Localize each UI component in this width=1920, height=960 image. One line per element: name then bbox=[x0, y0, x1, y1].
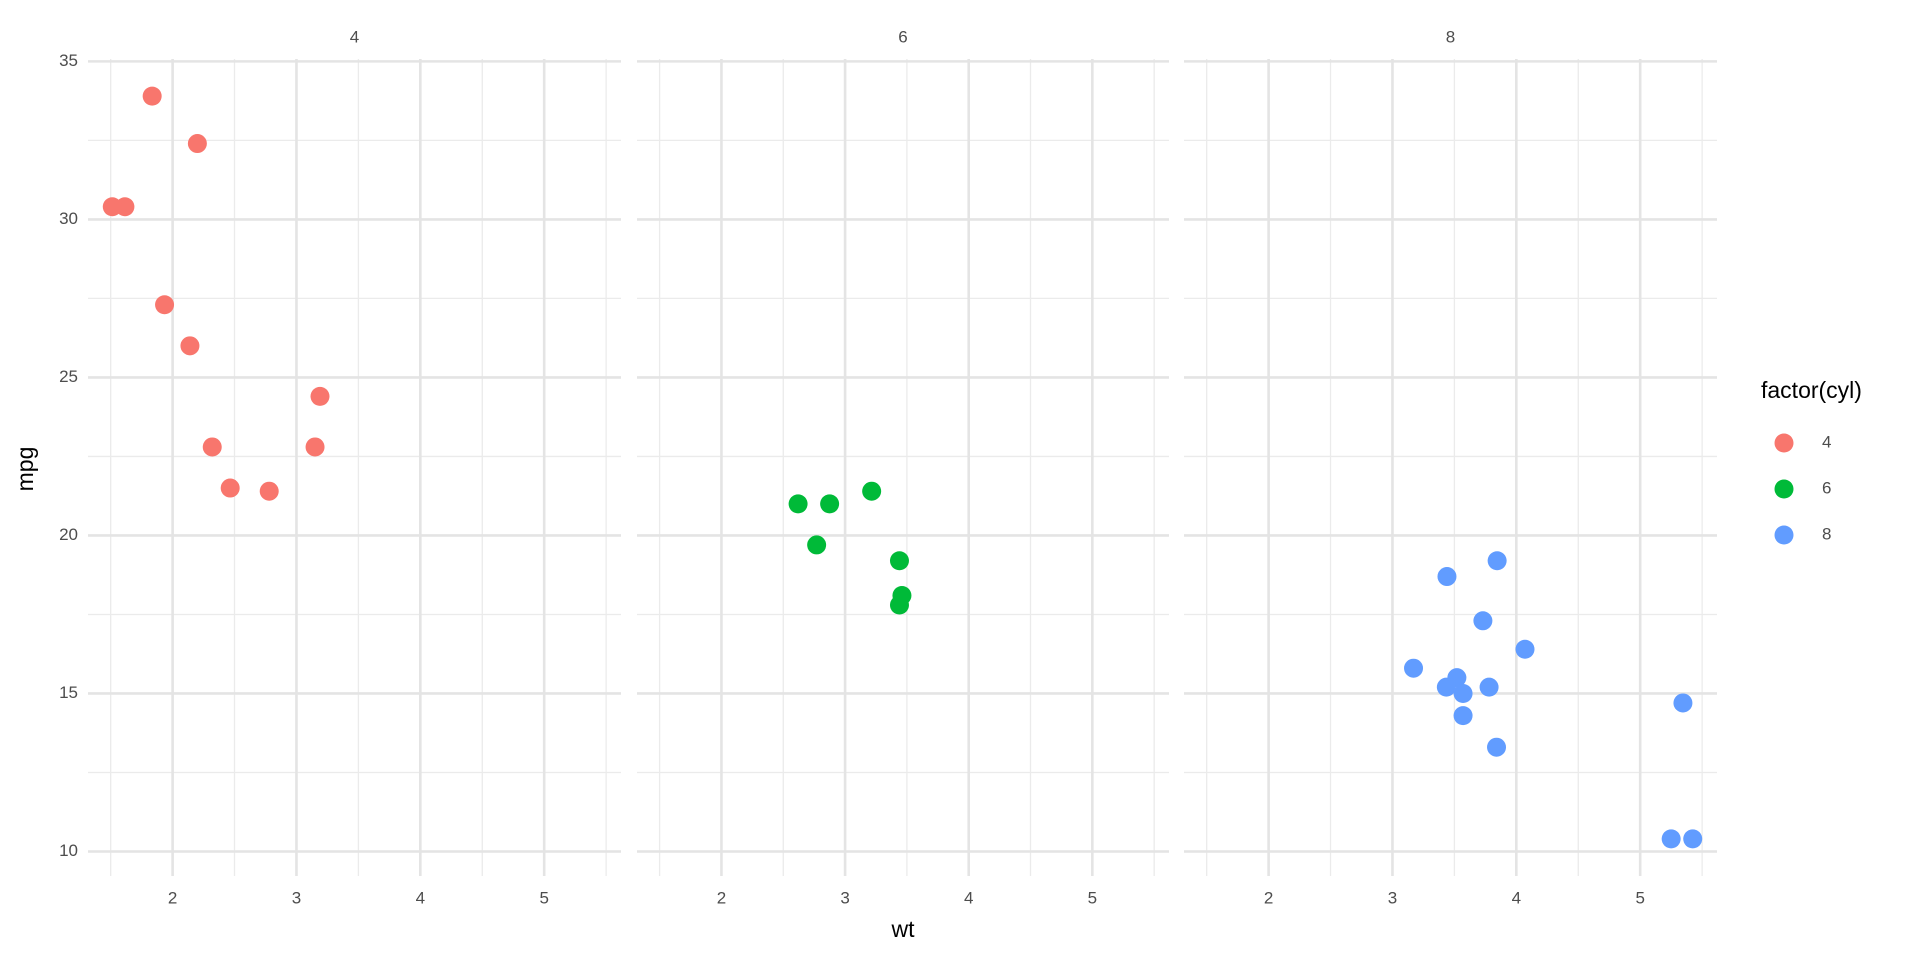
point bbox=[305, 437, 325, 457]
point bbox=[1453, 683, 1473, 703]
point bbox=[788, 494, 808, 514]
x-tick-label: 3 bbox=[1388, 888, 1397, 907]
legend-label: 6 bbox=[1822, 478, 1831, 497]
x-tick-label: 5 bbox=[1635, 888, 1644, 907]
x-tick-label: 2 bbox=[168, 888, 177, 907]
point bbox=[1437, 567, 1457, 587]
legend-label: 4 bbox=[1822, 432, 1831, 451]
x-tick-label: 2 bbox=[1264, 888, 1273, 907]
point bbox=[1436, 677, 1456, 697]
point bbox=[1515, 639, 1535, 659]
y-axis-label: mpg bbox=[12, 447, 38, 492]
point bbox=[1661, 829, 1681, 849]
x-tick-label: 3 bbox=[840, 888, 849, 907]
x-tick-label: 5 bbox=[1088, 888, 1097, 907]
legend-key bbox=[1774, 479, 1794, 499]
point bbox=[102, 197, 122, 217]
x-tick-label: 4 bbox=[416, 888, 425, 907]
y-tick-label: 35 bbox=[59, 51, 78, 70]
point bbox=[820, 494, 840, 514]
strip-title: 6 bbox=[898, 27, 907, 46]
point bbox=[202, 437, 222, 457]
x-axis-label: wt bbox=[891, 916, 916, 942]
point bbox=[1683, 829, 1703, 849]
x-tick-label: 5 bbox=[539, 888, 548, 907]
point bbox=[259, 481, 279, 501]
point bbox=[1487, 551, 1507, 571]
legend-label: 8 bbox=[1822, 524, 1831, 543]
legend-title: factor(cyl) bbox=[1761, 377, 1862, 403]
point bbox=[807, 535, 827, 555]
x-tick-label: 2 bbox=[717, 888, 726, 907]
point bbox=[187, 134, 207, 154]
x-tick-label: 4 bbox=[964, 888, 973, 907]
point bbox=[889, 595, 909, 615]
point bbox=[310, 386, 330, 406]
point bbox=[155, 295, 175, 315]
strip-title: 4 bbox=[350, 27, 359, 46]
strip-title: 8 bbox=[1446, 27, 1455, 46]
y-tick-label: 10 bbox=[59, 841, 78, 860]
point bbox=[1453, 706, 1473, 726]
point bbox=[142, 86, 162, 106]
y-tick-label: 25 bbox=[59, 367, 78, 386]
point bbox=[220, 478, 240, 498]
legend-key bbox=[1774, 433, 1794, 453]
legend-key bbox=[1774, 525, 1794, 545]
point bbox=[1479, 677, 1499, 697]
point bbox=[1673, 693, 1693, 713]
y-tick-label: 20 bbox=[59, 525, 78, 544]
point bbox=[180, 336, 200, 356]
point bbox=[862, 481, 882, 501]
point bbox=[1473, 611, 1493, 631]
point bbox=[889, 551, 909, 571]
point bbox=[1404, 658, 1424, 678]
x-tick-label: 3 bbox=[292, 888, 301, 907]
y-tick-label: 15 bbox=[59, 683, 78, 702]
point bbox=[1487, 737, 1507, 757]
y-tick-label: 30 bbox=[59, 209, 78, 228]
x-tick-label: 4 bbox=[1512, 888, 1521, 907]
